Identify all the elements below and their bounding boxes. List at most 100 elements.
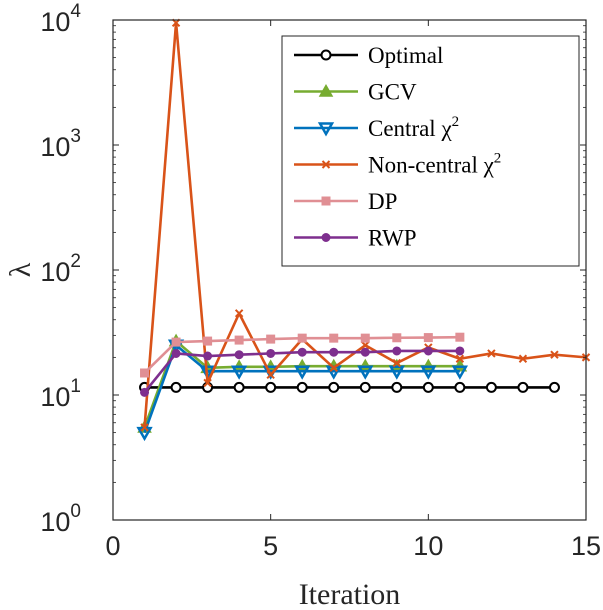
legend-item: Non-central χ2 [294,151,501,178]
data-point [455,332,465,342]
legend-box [281,35,580,267]
legend-label: Non-central χ2 [368,151,501,178]
legend-label-text: RWP [368,226,417,251]
y-tick-exponent: 1 [70,376,81,397]
y-tick-base: 10 [40,257,70,287]
data-point [328,381,340,393]
legend-label-text: Optimal [368,43,443,68]
legend-marker [317,122,335,137]
legend-label-text: GCV [368,80,417,105]
data-point [140,368,150,378]
data-point [266,348,276,358]
y-tick-exponent: 3 [70,126,81,147]
data-point [265,381,277,393]
series-dp [140,332,465,378]
legend-label-text: Central χ [368,116,452,141]
data-point [392,333,402,343]
data-point [233,381,245,393]
data-point [455,346,465,356]
data-point [230,365,248,380]
data-point [360,333,370,343]
data-point [140,423,149,432]
series-rwp [140,346,465,397]
data-point [234,309,244,318]
legend-item: DP [294,189,397,214]
y-tick-label: 100 [40,501,81,537]
data-point [422,381,434,393]
data-point [266,370,275,380]
y-tick-base: 10 [40,382,70,412]
data-point [423,346,433,356]
legend-item: Central χ2 [294,114,459,141]
legend-label: Central χ2 [368,114,459,141]
data-point [360,347,370,357]
data-point [357,365,374,380]
data-point [203,336,213,346]
data-point [329,347,339,357]
data-point [171,348,181,358]
y-tick-base: 10 [40,7,70,37]
data-point [234,350,244,360]
data-point [392,358,402,368]
data-point [234,335,244,345]
x-tick-label: 5 [263,531,278,561]
legend-label: Optimal [368,43,443,68]
data-point [329,333,339,343]
legend-label-text: DP [368,189,397,214]
data-point [266,334,276,344]
x-tick-label: 15 [571,531,601,561]
x-tick-label: 10 [413,531,443,561]
data-point [203,378,212,388]
data-point [199,365,216,380]
legend-item: GCV [294,80,417,105]
data-point [485,381,497,393]
data-point [329,363,338,373]
data-point [487,349,496,358]
legend-item: RWP [294,226,417,251]
legend-label-text: Non-central χ [368,153,495,178]
data-point [140,387,150,397]
data-point [359,381,371,393]
x-axis-label: Iteration [299,578,401,610]
y-tick-label: 101 [40,376,81,412]
data-point [294,365,311,380]
legend-marker [321,233,331,242]
data-point [391,381,403,393]
y-tick-base: 10 [40,132,70,162]
data-point [203,351,213,361]
y-tick-base: 10 [40,507,70,537]
legend-label: RWP [368,226,417,251]
legend-label: DP [368,189,397,214]
series-layer [136,18,591,442]
data-point [170,381,182,393]
x-tick-label: 0 [105,531,120,561]
legend-marker [320,49,332,61]
data-point [388,365,405,380]
data-point [297,333,307,343]
data-point [517,381,529,393]
y-axis-label: λ [4,262,37,277]
data-point [548,381,560,393]
data-point [518,354,528,363]
data-point [550,350,559,359]
y-tick-label: 103 [40,126,81,162]
data-point [454,381,466,393]
data-point [455,354,465,363]
data-point [451,365,469,380]
legend-item: Optimal [294,43,443,68]
data-point [297,347,307,357]
legend-label-superscript: 2 [494,151,502,167]
data-point [420,365,437,380]
data-point [296,381,308,393]
data-point [361,341,370,350]
legend-label: GCV [368,80,417,105]
series-line [143,343,460,434]
data-point [171,337,181,347]
legend-marker [321,196,331,206]
y-tick-label: 104 [40,1,81,37]
data-point [423,333,433,343]
legend-marker [321,160,331,169]
